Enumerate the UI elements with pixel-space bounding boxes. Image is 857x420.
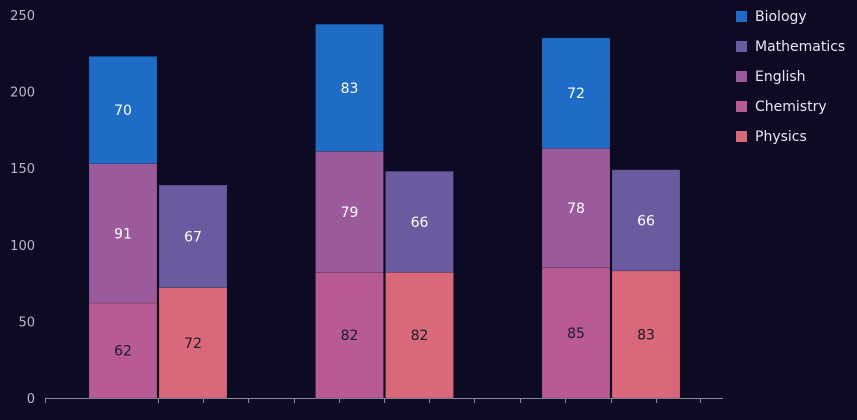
data-label-physics-3: 83	[637, 327, 655, 343]
legend-swatch-chemistry	[736, 101, 747, 112]
legend-item-physics[interactable]: Physics	[736, 129, 807, 145]
y-tick-label: 250	[10, 9, 35, 24]
labels-layer: 62 91 70 82 79 83 85 78 72 72 67 82 66 83 66	[114, 81, 655, 360]
legend-label-chemistry: Chemistry	[755, 99, 827, 115]
data-label-physics-2: 82	[411, 328, 429, 344]
legend-label-english: English	[755, 69, 806, 85]
legend-item-chemistry[interactable]: Chemistry	[736, 99, 827, 115]
bar-physics-2[interactable]	[385, 272, 454, 399]
bar-physics-1[interactable]	[158, 287, 228, 399]
bar-mathematics-1[interactable]	[158, 184, 228, 288]
axis-layer: 0 50 100 150 200 250	[10, 9, 723, 407]
y-tick-label: 50	[18, 315, 35, 330]
data-label-biology-3: 72	[567, 86, 585, 102]
data-label-english-1: 91	[114, 226, 132, 242]
bar-chemistry-2[interactable]	[315, 272, 384, 399]
bar-biology-2[interactable]	[315, 23, 384, 152]
legend-item-mathematics[interactable]: Mathematics	[736, 39, 845, 55]
legend[interactable]: Biology Mathematics English Chemistry Physic…	[736, 9, 845, 145]
data-label-chemistry-3: 85	[567, 326, 585, 342]
bar-english-3[interactable]	[541, 147, 611, 269]
data-label-chemistry-2: 82	[341, 328, 359, 344]
y-tick-label: 150	[10, 162, 35, 177]
legend-item-biology[interactable]: Biology	[736, 9, 807, 25]
y-tick-label: 0	[27, 392, 35, 407]
bar-mathematics-3[interactable]	[611, 169, 681, 272]
bar-biology-3[interactable]	[541, 37, 611, 149]
bar-chemistry-1[interactable]	[88, 302, 158, 399]
data-label-english-3: 78	[567, 201, 585, 217]
data-label-mathematics-3: 66	[637, 213, 655, 229]
legend-item-english[interactable]: English	[736, 69, 806, 85]
data-label-chemistry-1: 62	[114, 344, 132, 360]
bar-english-1[interactable]	[88, 163, 158, 304]
y-tick-label: 100	[10, 239, 35, 254]
data-label-english-2: 79	[341, 205, 359, 221]
legend-label-mathematics: Mathematics	[755, 39, 845, 55]
legend-label-physics: Physics	[755, 129, 807, 145]
bar-physics-3[interactable]	[611, 270, 681, 399]
bars-layer	[88, 23, 681, 399]
bar-chemistry-3[interactable]	[541, 267, 611, 399]
legend-swatch-mathematics	[736, 41, 747, 52]
data-label-mathematics-2: 66	[411, 215, 429, 231]
data-label-physics-1: 72	[184, 336, 202, 352]
legend-swatch-physics	[736, 131, 747, 142]
data-label-biology-2: 83	[341, 81, 359, 97]
legend-swatch-english	[736, 71, 747, 82]
bar-english-2[interactable]	[315, 151, 384, 273]
legend-swatch-biology	[736, 11, 747, 22]
bar-mathematics-2[interactable]	[385, 170, 454, 273]
y-tick-label: 200	[10, 86, 35, 101]
bar-biology-1[interactable]	[88, 56, 158, 164]
data-label-mathematics-1: 67	[184, 229, 202, 245]
data-label-biology-1: 70	[114, 103, 132, 119]
legend-label-biology: Biology	[755, 9, 807, 25]
